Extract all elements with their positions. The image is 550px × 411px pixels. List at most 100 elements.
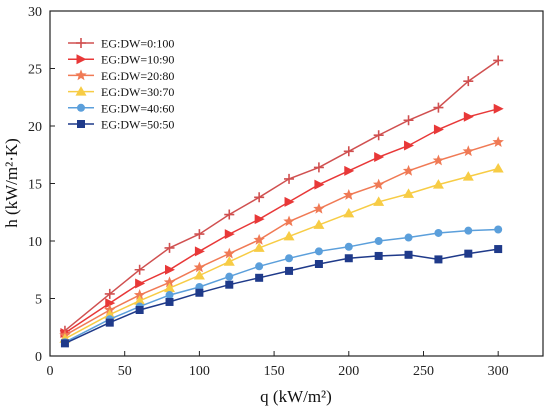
x-tick-label: 0: [47, 364, 54, 379]
data-point: [313, 162, 324, 173]
data-point: [463, 111, 474, 122]
data-point: [404, 140, 415, 151]
x-tick-label: 100: [189, 364, 210, 379]
data-point: [343, 146, 354, 157]
data-point: [135, 306, 144, 314]
legend-marker: [77, 120, 85, 128]
data-point: [165, 297, 174, 306]
legend-item: EG:DW=0:100: [68, 37, 174, 51]
data-point: [343, 189, 355, 200]
data-point: [104, 288, 115, 299]
data-point: [434, 255, 443, 264]
data-point: [254, 214, 265, 225]
data-point: [373, 130, 384, 141]
data-point: [494, 245, 503, 254]
data-point: [434, 228, 443, 237]
data-point: [194, 246, 205, 257]
data-point: [492, 163, 504, 173]
legend-item: EG:DW=10:90: [68, 53, 174, 67]
data-point: [163, 276, 176, 288]
data-point: [373, 196, 385, 206]
data-point: [224, 229, 235, 240]
data-point: [194, 229, 205, 240]
data-point: [462, 145, 475, 157]
data-point: [253, 242, 265, 252]
data-point: [492, 136, 504, 147]
data-point: [404, 233, 413, 242]
data-point: [463, 76, 474, 87]
legend-label: EG:DW=30:70: [101, 85, 174, 99]
data-point: [60, 339, 69, 348]
data-point: [165, 264, 176, 275]
y-axis-title: h (kW/m²·K): [2, 138, 21, 228]
series-line: [64, 167, 499, 340]
data-point: [283, 230, 295, 241]
data-point: [104, 309, 116, 319]
data-point: [344, 242, 353, 251]
y-tick-label: 0: [35, 350, 42, 365]
legend-label: EG:DW=10:90: [101, 53, 174, 67]
y-tick-label: 20: [28, 120, 42, 135]
data-point: [283, 215, 295, 227]
legend-item: EG:DW=20:80: [68, 69, 174, 83]
data-point: [134, 295, 146, 305]
series-2: [59, 136, 504, 341]
data-point: [403, 188, 415, 198]
legend-marker: [77, 103, 85, 112]
data-point: [165, 291, 174, 300]
data-point: [374, 152, 385, 163]
data-point: [255, 262, 264, 271]
data-point: [404, 250, 413, 259]
data-point: [254, 192, 265, 203]
data-point: [493, 103, 504, 114]
data-point: [313, 202, 325, 214]
data-point: [284, 196, 295, 207]
data-point: [223, 247, 235, 259]
data-point: [314, 247, 323, 256]
data-point: [464, 226, 473, 235]
legend-label: EG:DW=20:80: [101, 69, 174, 83]
data-point: [344, 254, 353, 263]
data-point: [135, 278, 146, 289]
legend-marker: [76, 38, 86, 48]
data-point: [374, 237, 383, 245]
data-point: [105, 318, 114, 327]
data-point: [462, 171, 474, 181]
y-tick-label: 10: [28, 235, 42, 250]
legend-label: EG:DW=40:60: [101, 101, 174, 115]
data-point: [193, 270, 205, 280]
series-0: [59, 55, 504, 336]
legend-marker: [75, 69, 87, 81]
data-point: [402, 164, 415, 176]
series-1: [60, 103, 504, 338]
series-line: [64, 248, 499, 345]
data-point: [225, 272, 234, 281]
data-point: [433, 102, 444, 113]
data-point: [285, 254, 294, 263]
y-tick-label: 15: [28, 178, 42, 193]
legend-item: EG:DW=40:60: [68, 101, 174, 115]
series-layer: [59, 55, 504, 348]
data-point: [193, 261, 206, 273]
data-point: [164, 282, 176, 293]
series-4: [60, 225, 503, 347]
data-point: [285, 266, 294, 275]
data-point: [224, 209, 235, 220]
data-point: [255, 273, 264, 282]
legend-label: EG:DW=0:100: [101, 37, 174, 51]
data-point: [403, 115, 414, 126]
data-point: [372, 178, 385, 190]
data-point: [493, 55, 504, 66]
data-point: [105, 298, 116, 309]
data-point: [195, 288, 204, 297]
x-tick-label: 300: [488, 364, 509, 379]
x-tick-label: 150: [264, 364, 285, 379]
data-point: [432, 154, 445, 166]
ticks: 0 50 100 150 200 250 300 0 5 10 15 20 25 30: [28, 5, 509, 379]
x-tick-label: 250: [413, 364, 434, 379]
data-point: [374, 251, 383, 260]
data-point: [314, 260, 323, 268]
x-tick-label: 200: [338, 364, 359, 379]
legend-item: EG:DW=50:50: [68, 118, 174, 132]
